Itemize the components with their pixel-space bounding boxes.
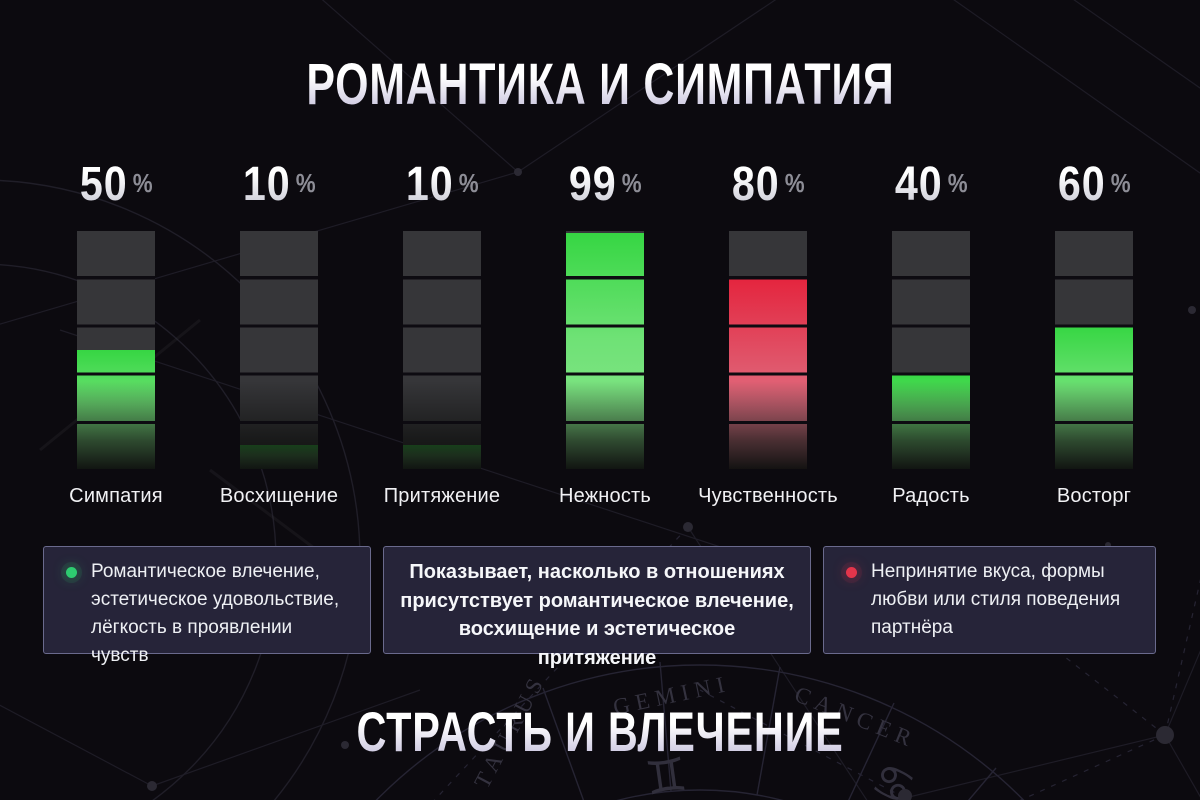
footer-section-title-text: СТРАСТЬ И ВЛЕЧЕНИЕ xyxy=(356,700,844,763)
bar-gauge-chart: 50% Симпатия 10% Восхищение 10% Притяжение 99%… xyxy=(0,160,1200,508)
gauge-label: Симпатия xyxy=(69,485,163,507)
gauge-value: 10% xyxy=(242,158,316,211)
gauge-segment-gaps xyxy=(1055,231,1133,469)
gauge-label: Чувственность xyxy=(698,485,838,507)
gauge-bar xyxy=(566,231,644,469)
percent-sign: % xyxy=(621,168,642,198)
gauge-value: 50% xyxy=(79,158,153,211)
gauge-bar xyxy=(1055,231,1133,469)
gauge-bar xyxy=(77,231,155,469)
percent-sign: % xyxy=(132,168,153,198)
footer-section-title: СТРАСТЬ И ВЛЕЧЕНИЕ xyxy=(0,700,1200,763)
gauge-bar xyxy=(892,231,970,469)
percent-sign: % xyxy=(295,168,316,198)
gauge-segment-gaps xyxy=(240,231,318,469)
gauge-bar xyxy=(729,231,807,469)
gauge-bar xyxy=(240,231,318,469)
gauge-column: 40% Радость xyxy=(850,160,1013,508)
gauge-label: Притяжение xyxy=(383,485,501,507)
gauge-column: 80% Чувственность xyxy=(687,160,850,508)
gauge-column: 10% Восхищение xyxy=(198,160,361,508)
gauge-column: 60% Восторг xyxy=(1013,160,1176,508)
gemini-glyph-icon: ♊ xyxy=(642,747,690,800)
info-box-text: Показывает, насколько в отношениях присут… xyxy=(400,561,794,669)
gauge-value: 80% xyxy=(731,158,805,211)
gauge-value: 99% xyxy=(568,158,642,211)
gauge-column: 99% Нежность xyxy=(524,160,687,508)
info-box-text: Непринятие вкуса, формы любви или стиля п… xyxy=(871,561,1121,638)
red-bullet-icon xyxy=(846,567,857,578)
info-boxes-row: Романтическое влечение, эстетическое удов… xyxy=(43,546,1156,669)
gauge-segment-gaps xyxy=(77,231,155,469)
gauge-bar xyxy=(403,231,481,469)
gauge-label: Восхищение xyxy=(219,485,339,507)
page-title: РОМАНТИКА И СИМПАТИЯ xyxy=(0,52,1200,117)
gauge-column: 50% Симпатия xyxy=(35,160,198,508)
percent-sign: % xyxy=(784,168,805,198)
green-bullet-icon xyxy=(66,567,77,578)
gauge-label: Нежность xyxy=(558,485,652,507)
gauge-column: 10% Притяжение xyxy=(361,160,524,508)
info-box: Непринятие вкуса, формы любви или стиля п… xyxy=(823,546,1156,654)
info-box: Показывает, насколько в отношениях присут… xyxy=(383,546,811,669)
info-box: Романтическое влечение, эстетическое удов… xyxy=(43,546,371,666)
gauge-label: Восторг xyxy=(1056,485,1132,507)
page-title-text: РОМАНТИКА И СИМПАТИЯ xyxy=(305,52,895,117)
gauge-value: 40% xyxy=(894,158,968,211)
gauge-segment-gaps xyxy=(403,231,481,469)
gauge-segment-gaps xyxy=(566,231,644,469)
gauge-segment-gaps xyxy=(892,231,970,469)
gauge-value: 60% xyxy=(1057,158,1131,211)
gauge-label: Радость xyxy=(892,485,970,507)
gauge-value: 10% xyxy=(405,158,479,211)
info-box-text: Романтическое влечение, эстетическое удов… xyxy=(91,561,340,666)
percent-sign: % xyxy=(947,168,968,198)
percent-sign: % xyxy=(1110,168,1131,198)
percent-sign: % xyxy=(458,168,479,198)
gauge-segment-gaps xyxy=(729,231,807,469)
